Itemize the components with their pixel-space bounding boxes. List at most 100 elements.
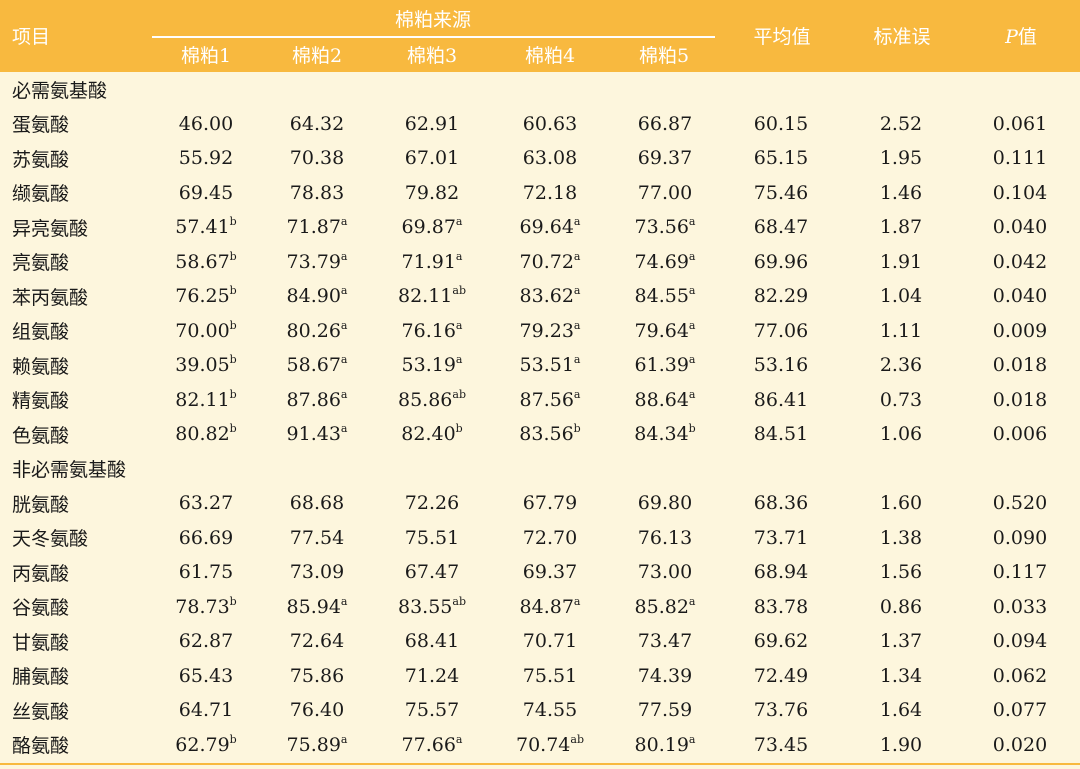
row-label: 赖氨酸 [12, 355, 70, 378]
row-label: 苏氨酸 [12, 148, 70, 171]
sem-cell: 1.11 [879, 319, 923, 342]
cell-value: 60.63 [522, 112, 578, 135]
header-source-group: 棉粕来源 [394, 9, 472, 31]
cell-value: 46.00 [178, 112, 234, 135]
p-value-cell: 0.117 [992, 561, 1048, 584]
source-value-cell: 82.11b [152, 383, 260, 418]
mean-cell: 75.46 [753, 181, 809, 204]
header-sem: 标准误 [873, 26, 931, 48]
significance-letter: a [340, 249, 348, 263]
source-value-cell: 60.63 [490, 107, 610, 142]
cell-value: 75.86 [289, 664, 345, 687]
cell-value: 68.68 [289, 492, 345, 515]
cell-value: 70.38 [289, 147, 345, 170]
cell-value: 76.25 [175, 285, 230, 308]
source-value-cell: 83.56b [490, 417, 610, 452]
cell-value: 62.79 [175, 733, 230, 756]
source-value-cell: 66.69 [152, 521, 260, 556]
p-value-cell: 0.061 [992, 112, 1048, 135]
cell-value: 75.89 [286, 733, 341, 756]
source-value-cell: 61.75 [152, 555, 260, 590]
cell-value: 75.51 [404, 526, 460, 549]
p-value-cell: 0.111 [992, 147, 1048, 170]
source-value-cell: 82.40b [374, 417, 490, 452]
sem-cell: 1.91 [879, 250, 923, 273]
source-value-cell: 75.51 [374, 521, 490, 556]
cell-value: 78.73 [175, 595, 230, 618]
mean-cell: 68.36 [753, 492, 809, 515]
mean-cell: 77.06 [753, 319, 809, 342]
source-value-cell: 76.40 [260, 693, 374, 728]
significance-letter: a [340, 594, 348, 608]
significance-letter: a [688, 318, 696, 332]
section-row: 必需氨基酸 [0, 72, 1080, 107]
cell-value: 39.05 [175, 354, 230, 377]
source-value-cell: 79.23a [490, 314, 610, 349]
significance-letter: a [455, 732, 463, 746]
table-header: 项目 棉粕来源 棉粕1 棉粕2 棉粕3 棉粕4 棉粕5 平均值 标准误 P值 [0, 0, 1080, 72]
cell-value: 69.45 [178, 181, 234, 204]
significance-letter: b [229, 387, 237, 401]
source-value-cell: 69.45 [152, 176, 260, 211]
cell-value: 82.11 [175, 388, 230, 411]
source-value-cell: 72.70 [490, 521, 610, 556]
cell-value: 69.37 [522, 561, 578, 584]
significance-letter: b [455, 422, 463, 436]
significance-letter: a [688, 387, 696, 401]
header-item: 项目 [12, 26, 51, 48]
significance-letter: b [229, 732, 237, 746]
significance-letter: a [688, 249, 696, 263]
table-row: 谷氨酸 78.73b 85.94a 83.55ab 84.87a 85.82a 83.78 0… [0, 590, 1080, 625]
source-value-cell: 82.11ab [374, 279, 490, 314]
source-value-cell: 69.37 [490, 555, 610, 590]
cell-value: 62.87 [178, 630, 234, 653]
table-row: 色氨酸 80.82b 91.43a 82.40b 83.56b 84.34b 84.51 1.… [0, 417, 1080, 452]
cell-value: 66.69 [178, 526, 234, 549]
significance-letter: a [340, 215, 348, 229]
table-bottom-rule [0, 763, 1080, 765]
cell-value: 74.55 [522, 699, 578, 722]
mean-cell: 84.51 [753, 423, 809, 446]
source-value-cell: 63.08 [490, 141, 610, 176]
source-value-cell: 77.59 [610, 693, 720, 728]
source-value-cell: 65.43 [152, 659, 260, 694]
cell-value: 75.51 [522, 664, 578, 687]
cell-value: 69.64 [519, 216, 574, 239]
header-source-4: 棉粕4 [524, 45, 576, 67]
significance-letter: b [229, 215, 237, 229]
source-value-cell: 58.67b [152, 245, 260, 280]
significance-letter: a [688, 284, 696, 298]
source-value-cell: 67.47 [374, 555, 490, 590]
p-value-cell: 0.018 [992, 388, 1048, 411]
cell-value: 73.79 [286, 250, 341, 273]
source-value-cell: 64.32 [260, 107, 374, 142]
p-value-cell: 0.062 [992, 664, 1048, 687]
mean-cell: 82.29 [753, 285, 809, 308]
source-value-cell: 75.57 [374, 693, 490, 728]
p-value-cell: 0.040 [992, 285, 1048, 308]
p-value-cell: 0.009 [992, 319, 1048, 342]
significance-letter: a [340, 353, 348, 367]
source-value-cell: 74.39 [610, 659, 720, 694]
header-source-1: 棉粕1 [180, 45, 232, 67]
row-label: 色氨酸 [12, 424, 70, 447]
cell-value: 87.86 [286, 388, 341, 411]
source-value-cell: 73.56a [610, 210, 720, 245]
significance-letter: b [229, 353, 237, 367]
source-value-cell: 78.83 [260, 176, 374, 211]
cell-value: 70.00 [175, 319, 230, 342]
significance-letter: a [340, 732, 348, 746]
cell-value: 84.90 [286, 285, 341, 308]
significance-letter: a [688, 353, 696, 367]
source-value-cell: 61.39a [610, 348, 720, 383]
source-value-cell: 62.79b [152, 728, 260, 763]
sem-cell: 1.90 [879, 733, 923, 756]
mean-cell: 69.62 [753, 630, 809, 653]
cell-value: 72.18 [522, 181, 578, 204]
row-label: 精氨酸 [12, 390, 70, 413]
sem-cell: 1.56 [879, 561, 923, 584]
source-value-cell: 39.05b [152, 348, 260, 383]
table-row: 胱氨酸 63.27 68.68 72.26 67.79 69.80 68.36 1.60 0.5… [0, 486, 1080, 521]
source-value-cell: 84.34b [610, 417, 720, 452]
